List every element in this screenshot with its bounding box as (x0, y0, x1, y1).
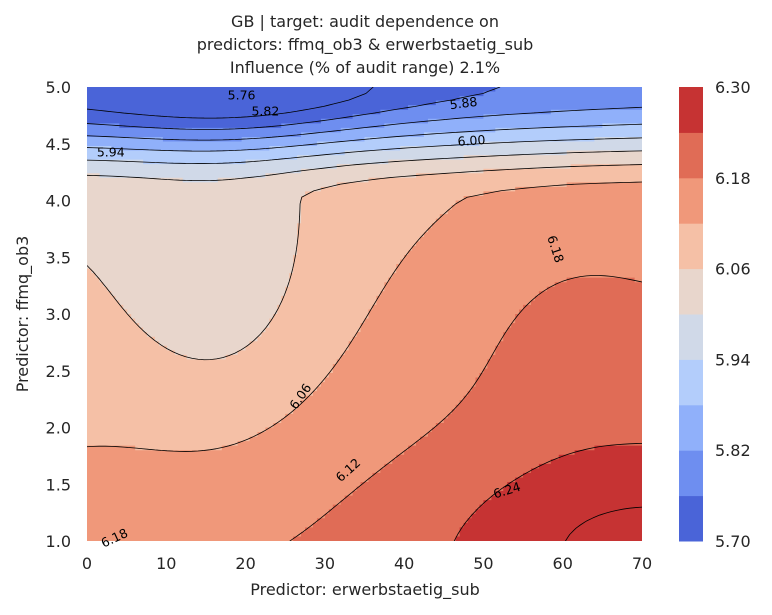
colorbar-tick-label: 6.06 (715, 260, 751, 279)
colorbar (679, 87, 703, 542)
y-axis-ticks: 1.0 1.5 2.0 2.5 3.0 3.5 4.0 4.5 5.0 (46, 78, 71, 551)
chart-title: GB | target: audit dependence on predict… (197, 12, 533, 77)
contour-lines (87, 87, 642, 541)
contour-line-2 (87, 87, 501, 130)
colorbar-ticks: 5.70 5.82 5.94 6.06 6.18 6.30 (715, 78, 751, 551)
y-axis-label: Predictor: ffmq_ob3 (13, 236, 33, 393)
contour-label-4: 6.00 (457, 132, 486, 149)
y-tick-label: 2.0 (46, 419, 71, 438)
x-tick-label: 60 (553, 554, 573, 573)
contour-band-6 (87, 164, 642, 451)
y-tick-label: 3.5 (46, 248, 71, 267)
x-tick-label: 10 (156, 554, 176, 573)
contour-band-5 (87, 150, 642, 360)
contour-label-1: 5.82 (251, 103, 279, 118)
contour-line-20 (565, 506, 642, 541)
colorbar-segment-5 (679, 268, 703, 315)
colorbar-tick-label: 6.18 (715, 169, 751, 188)
contour-line-6 (87, 123, 642, 152)
colorbar-segment-0 (679, 495, 703, 542)
contour-label-0: 5.76 (228, 88, 256, 103)
y-tick-label: 4.0 (46, 192, 71, 211)
contour-line-8 (87, 137, 642, 164)
colorbar-tick-label: 5.70 (715, 532, 751, 551)
x-axis-ticks: 0 10 20 30 40 50 60 70 (82, 554, 652, 573)
contour-line-12 (87, 164, 642, 361)
colorbar-segment-7 (679, 177, 703, 224)
contour-line-16 (289, 275, 642, 541)
colorbar-segment-4 (679, 314, 703, 360)
y-tick-label: 1.5 (46, 475, 71, 494)
colorbar-segment-1 (679, 450, 703, 497)
colorbar-segment-2 (679, 404, 703, 451)
contour-line-14 (87, 181, 642, 452)
colorbar-tick-label: 5.94 (715, 350, 751, 369)
colorbar-segment-3 (679, 359, 703, 406)
x-tick-label: 0 (82, 554, 92, 573)
contour-label-3: 5.94 (97, 144, 125, 159)
y-tick-label: 4.5 (46, 135, 71, 154)
x-tick-label: 50 (473, 554, 493, 573)
colorbar-segment-6 (679, 223, 703, 270)
y-tick-label: 2.5 (46, 362, 71, 381)
colorbar-segment-9 (679, 87, 703, 133)
y-tick-label: 3.0 (46, 305, 71, 324)
contour-band-2 (87, 109, 642, 152)
plot-area (87, 87, 642, 541)
x-tick-label: 40 (394, 554, 414, 573)
y-tick-label: 5.0 (46, 78, 71, 97)
contour-band-4 (87, 136, 642, 183)
contour-label-2: 5.88 (449, 94, 478, 112)
x-tick-label: 20 (235, 554, 255, 573)
colorbar-tick-label: 6.30 (715, 78, 751, 97)
x-tick-label: 70 (632, 554, 652, 573)
y-tick-label: 1.0 (46, 532, 71, 551)
contour-band-8 (293, 277, 642, 541)
x-tick-label: 30 (315, 554, 335, 573)
colorbar-tick-label: 5.82 (715, 441, 751, 460)
contour-band-3 (87, 123, 642, 165)
contour-line-10 (87, 150, 642, 182)
title-line-2: predictors: ffmq_ob3 & erwerbstaetig_sub (197, 35, 533, 55)
title-line-1: GB | target: audit dependence on (231, 12, 499, 31)
contour-line-4 (87, 106, 642, 141)
x-axis-label: Predictor: erwerbstaetig_sub (250, 580, 480, 600)
contour-line-0 (87, 87, 374, 119)
contour-bands (87, 87, 642, 541)
colorbar-segment-8 (679, 132, 703, 179)
title-line-3: Influence (% of audit range) 2.1% (230, 58, 500, 77)
contour-band-7 (87, 182, 642, 541)
contour-line-18 (453, 442, 642, 541)
